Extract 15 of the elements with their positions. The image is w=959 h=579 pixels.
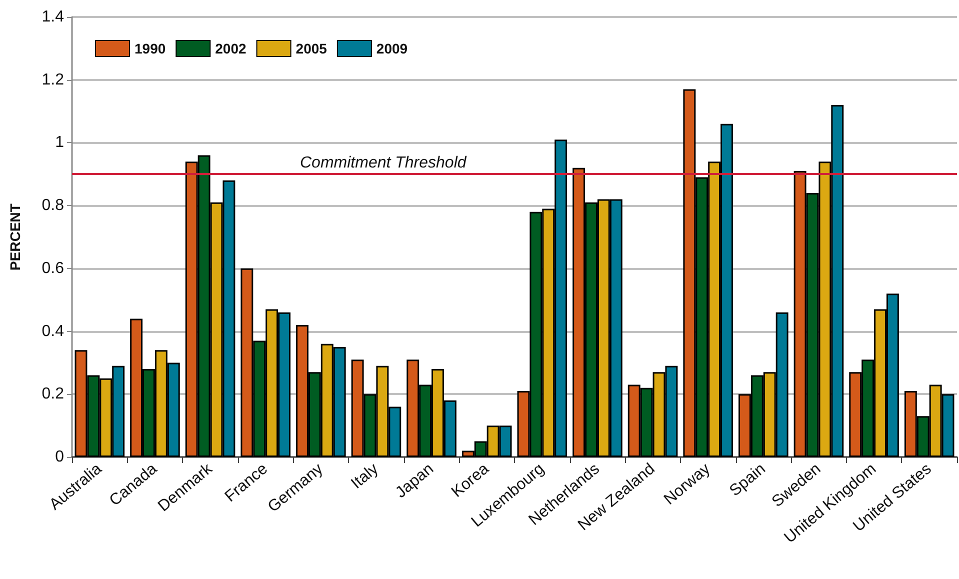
y-tick-label: 1 [55,134,64,152]
y-tick-label: 0.2 [42,386,64,403]
y-tick-label: 0.8 [42,197,64,214]
y-tick-label: 0.4 [42,322,64,340]
y-tick-label: 1.2 [42,71,64,88]
y-tick-label: 0.6 [42,260,64,277]
legend-label: 2009 [376,40,408,56]
legend-label: 2002 [215,40,247,56]
legend-label: 1990 [134,40,166,56]
y-tick-label: 0 [55,448,64,466]
y-axis-title: PERCENT [7,203,23,270]
y-tick-label: 1.4 [42,8,64,26]
x-tick-label: Italy [348,460,382,492]
ref-line-label: Commitment Threshold [300,154,468,172]
legend-label: 2005 [296,40,328,56]
